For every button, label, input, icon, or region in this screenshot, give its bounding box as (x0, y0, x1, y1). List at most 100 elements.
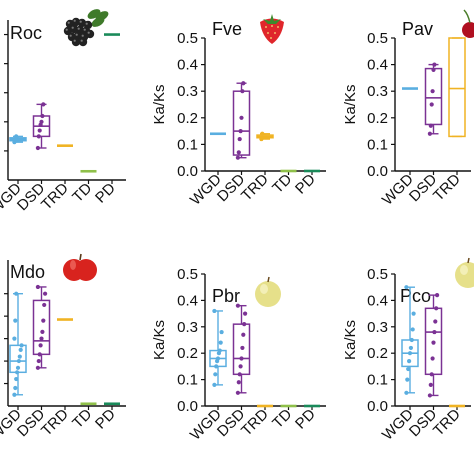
data-point (36, 358, 41, 364)
box-trd (448, 37, 466, 138)
box-rect (232, 90, 251, 156)
data-point (429, 372, 434, 377)
x-tick-label: PD (92, 180, 119, 207)
y-tick-label: 0.2 (177, 110, 198, 127)
data-point (235, 390, 240, 395)
data-point (39, 336, 44, 341)
data-point (214, 364, 219, 369)
data-point (239, 115, 244, 120)
y-tick-label: 0.2 (177, 345, 198, 362)
data-point (408, 345, 413, 351)
panel-title: Mdo (10, 262, 45, 282)
box-trd (256, 131, 274, 142)
data-point (18, 347, 23, 352)
x-tick-label: PD (292, 406, 319, 433)
data-point (240, 345, 245, 351)
data-point (15, 370, 20, 375)
data-point (434, 306, 439, 311)
data-point (405, 377, 410, 382)
y-tick-label: 0.1 (177, 136, 198, 153)
data-point (410, 327, 415, 332)
data-point (41, 102, 46, 107)
y-axis-label: Ka/Ks (342, 320, 359, 360)
data-point (16, 358, 21, 364)
box-wgd (9, 291, 27, 397)
y-tick-label: 0.0 (177, 163, 198, 180)
data-point (38, 343, 43, 348)
data-point (218, 340, 223, 345)
data-point (39, 119, 44, 124)
data-point (236, 380, 241, 385)
data-point (259, 136, 264, 142)
y-tick-label: 0.0 (367, 163, 388, 180)
y-tick-label: 0.4 (177, 57, 198, 74)
data-point (427, 393, 432, 398)
y-tick-label: 0.4 (177, 292, 198, 309)
x-tick-label: TD (269, 171, 295, 197)
data-point (432, 62, 437, 67)
data-point (428, 382, 433, 387)
y-tick-label: 0.2 (367, 110, 388, 127)
box-dsd (424, 293, 443, 398)
data-point (239, 356, 244, 361)
data-point (235, 303, 240, 308)
data-point (15, 365, 21, 370)
y-tick-label: 0.5 (177, 266, 198, 283)
x-tick-label: PD (292, 171, 319, 198)
x-tick-label: TD (269, 406, 295, 432)
data-point (429, 102, 434, 107)
data-point (215, 356, 221, 361)
panel-title: Pco (400, 286, 431, 306)
panel-title: Fve (212, 19, 242, 39)
data-point (212, 308, 217, 314)
y-tick-label: 0.0 (177, 398, 198, 415)
y-axis-label: Ka/Ks (151, 84, 168, 124)
box-wgd (401, 285, 419, 395)
x-tick-label: TRD (38, 180, 72, 214)
data-point (243, 311, 248, 316)
box-rect (448, 37, 466, 138)
y-tick-label: 0.3 (367, 319, 388, 336)
y-axis-label: Ka/Ks (151, 320, 168, 360)
data-point (37, 352, 42, 357)
pear-icon (455, 257, 474, 288)
data-point (212, 382, 217, 387)
data-point (260, 131, 265, 136)
data-point (36, 134, 41, 139)
data-point (236, 150, 241, 155)
panel-title: Pbr (212, 286, 240, 306)
cherry-icon (462, 9, 474, 38)
box-dsd (232, 303, 251, 395)
y-tick-label: 0.5 (367, 266, 388, 283)
data-point (13, 318, 18, 323)
apple-icon (63, 253, 97, 281)
box-dsd (232, 81, 251, 160)
data-point (430, 356, 435, 361)
data-point (427, 131, 432, 136)
data-point (431, 340, 436, 345)
box-wgd (9, 134, 27, 145)
data-point (407, 359, 412, 364)
y-tick-label: 0.1 (177, 372, 198, 389)
y-tick-label: 0.3 (177, 319, 198, 336)
y-tick-label: 0.3 (367, 83, 388, 100)
y-tick-label: 0.5 (367, 30, 388, 47)
x-tick-label: TRD (238, 171, 272, 205)
y-tick-label: 0.1 (367, 136, 388, 153)
data-point (12, 336, 17, 341)
x-tick-label: TD (69, 406, 95, 432)
y-tick-label: 0.4 (367, 57, 388, 74)
y-tick-label: 0.5 (177, 30, 198, 47)
data-point (14, 291, 19, 296)
panel-title: Roc (10, 23, 42, 43)
data-point (430, 89, 435, 94)
data-point (42, 302, 47, 308)
data-point (240, 89, 245, 94)
data-point (14, 376, 19, 382)
data-point (35, 365, 41, 370)
data-point (431, 67, 436, 73)
